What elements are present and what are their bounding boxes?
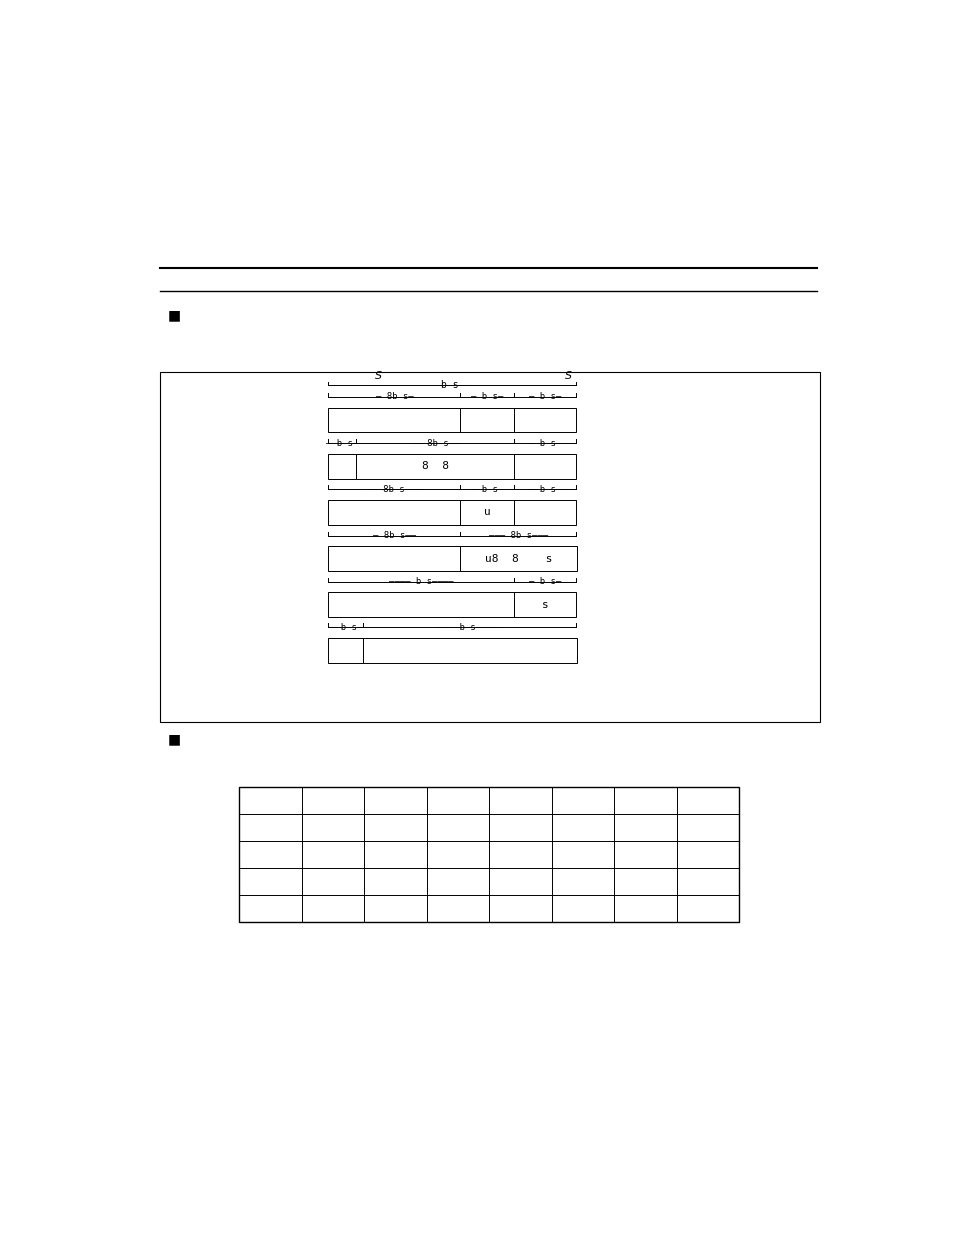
Text: — 8b s——: — 8b s—— <box>373 531 416 540</box>
Text: s: s <box>541 600 548 610</box>
Text: ■: ■ <box>167 732 180 746</box>
Text: S: S <box>564 370 572 380</box>
Bar <box>459 546 576 571</box>
Bar <box>328 408 459 432</box>
Text: — b s—: — b s— <box>529 577 561 587</box>
Text: u: u <box>483 508 490 517</box>
Bar <box>514 454 576 478</box>
Text: ——— 8b s———: ——— 8b s——— <box>488 531 547 540</box>
Text: — b s—: — b s— <box>471 393 503 401</box>
Bar <box>355 454 514 478</box>
Bar <box>328 500 459 525</box>
Text: — b s—: — b s— <box>529 393 561 401</box>
Text: — 8b s—: — 8b s— <box>375 393 413 401</box>
Text: ———— b s————: ———— b s———— <box>389 577 454 587</box>
Text: 8  8: 8 8 <box>421 461 448 472</box>
Bar <box>328 454 355 478</box>
Text: — b s—: — b s— <box>326 438 357 447</box>
Text: b s—: b s— <box>440 380 464 390</box>
Bar <box>328 546 459 571</box>
Bar <box>514 500 576 525</box>
Text: — b s—: — b s— <box>471 485 503 494</box>
Text: —— 8b s——: —— 8b s—— <box>411 438 458 447</box>
Bar <box>328 638 363 662</box>
Bar <box>159 372 819 721</box>
Bar <box>239 787 739 923</box>
Bar <box>363 638 576 662</box>
Text: ——— b s—————: ——— b s————— <box>437 622 501 631</box>
Text: — b s—: — b s— <box>330 622 362 631</box>
Text: u8  8    s: u8 8 s <box>484 553 552 563</box>
Text: — b s—: — b s— <box>529 438 561 447</box>
Text: — b s—: — b s— <box>529 485 561 494</box>
Text: ■: ■ <box>167 309 180 322</box>
Bar <box>514 593 576 618</box>
Text: —— 8b s———: —— 8b s——— <box>367 485 421 494</box>
Bar <box>328 593 514 618</box>
Bar <box>514 408 576 432</box>
Text: S: S <box>375 370 382 380</box>
Bar <box>459 408 514 432</box>
Bar <box>459 500 514 525</box>
